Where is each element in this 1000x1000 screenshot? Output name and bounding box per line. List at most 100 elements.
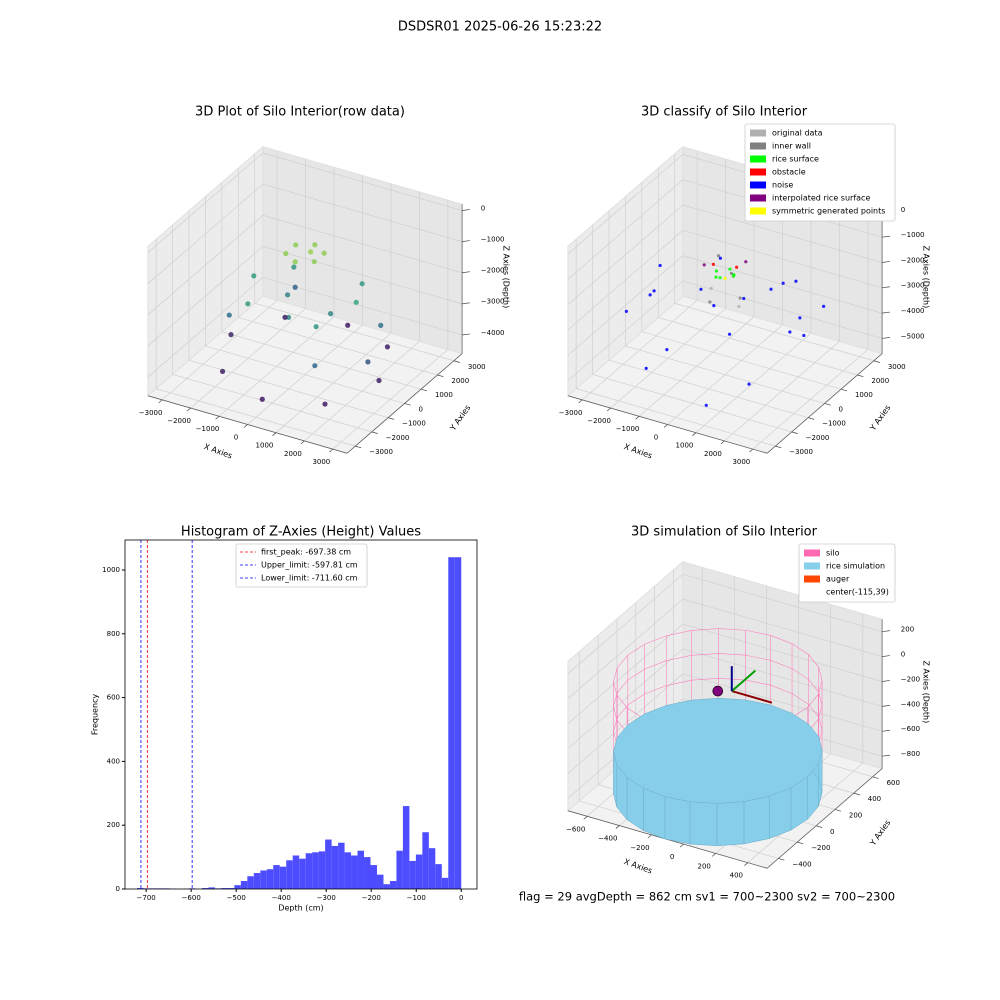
z-tick-label: −5000	[901, 332, 925, 340]
data-point	[702, 263, 706, 267]
data-point	[384, 344, 391, 350]
histogram-bar	[260, 870, 267, 889]
y-tick-label: 400	[868, 795, 881, 803]
histogram-bar	[422, 832, 429, 889]
x-tick-label: −700	[137, 894, 156, 902]
x-tick-label: 200	[698, 862, 711, 870]
x-tick-label: 0	[459, 894, 463, 902]
grid-line	[576, 388, 776, 447]
tick-mark	[371, 431, 378, 434]
grid-line	[682, 598, 883, 657]
x-tick-label: −3000	[559, 409, 583, 417]
z-axis-label: Z Axies (Depth)	[501, 245, 510, 308]
tick-mark	[882, 261, 890, 263]
histogram-bar	[273, 865, 280, 889]
x-tick-label: −300	[317, 894, 336, 902]
grid-line	[262, 183, 463, 242]
grid-line	[567, 623, 684, 724]
tick-mark	[857, 374, 864, 378]
data-point	[712, 304, 716, 308]
y-tick-label: 1000	[102, 566, 120, 574]
grid-line	[567, 230, 684, 331]
data-point	[293, 242, 299, 248]
y-tick-label: 400	[107, 757, 120, 765]
y-tick-label: 1000	[855, 391, 873, 399]
histogram-bar	[409, 860, 416, 889]
data-point	[285, 292, 291, 298]
legend-swatch	[750, 155, 766, 163]
histogram-bar	[292, 855, 300, 889]
x-tick-label: 1000	[256, 442, 274, 450]
tick-mark	[882, 337, 890, 339]
grid-line	[262, 214, 463, 274]
grid-line	[262, 152, 463, 211]
data-point	[322, 401, 328, 407]
legend-swatch	[750, 129, 766, 137]
tick-mark	[749, 448, 754, 453]
legend-swatch	[804, 575, 820, 583]
grid-line	[567, 179, 684, 280]
data-point	[321, 250, 327, 256]
grid-line	[608, 359, 809, 419]
histogram-bar	[253, 873, 261, 889]
data-point	[283, 250, 289, 257]
grid-line	[147, 246, 264, 347]
data-point	[259, 396, 265, 402]
tick-mark	[797, 841, 804, 845]
data-point	[788, 330, 792, 334]
histogram-bar	[305, 853, 313, 889]
x-tick-label: −400	[272, 894, 291, 902]
grid-line	[147, 214, 264, 316]
data-point	[376, 377, 382, 384]
data-point	[345, 322, 351, 328]
grid-line	[682, 280, 883, 339]
z-tick-label: −1000	[481, 236, 505, 244]
data-point	[644, 366, 648, 370]
tick-mark	[712, 853, 716, 857]
tick-mark	[882, 630, 890, 633]
rice-side	[664, 796, 691, 845]
legend-swatch	[750, 181, 766, 189]
grid-line	[567, 598, 684, 699]
data-point	[732, 273, 736, 277]
grid-line	[205, 345, 405, 404]
y-tick-label: 0	[830, 828, 834, 836]
grid-line	[682, 623, 883, 682]
tick-mark	[462, 240, 470, 242]
z-tick-label: −3000	[901, 282, 925, 290]
data-point	[794, 279, 798, 283]
data-point	[781, 281, 785, 285]
x-tick-label: 3000	[732, 458, 750, 466]
grid-line	[254, 302, 454, 362]
histogram-bar	[312, 852, 319, 889]
histogram-bar	[208, 887, 215, 889]
histogram-bar	[441, 877, 449, 889]
tick-mark	[882, 729, 890, 732]
grid-line	[567, 673, 684, 774]
tick-mark	[791, 431, 798, 434]
data-point	[729, 271, 734, 275]
tick-mark	[882, 311, 890, 314]
histogram-bar	[357, 850, 365, 889]
legend-label: interpolated rice surface	[772, 194, 870, 203]
grid-line	[567, 573, 684, 675]
legend-swatch	[750, 207, 766, 215]
data-point	[822, 304, 826, 308]
z-tick-label: 0	[901, 651, 905, 659]
z-tick-label: −4000	[481, 329, 505, 337]
tick-mark	[744, 862, 749, 866]
histogram-bar	[338, 842, 345, 889]
grid-line	[567, 648, 684, 749]
tick-mark	[243, 424, 248, 428]
data-point	[718, 276, 722, 280]
axis-line	[567, 395, 768, 454]
histogram-bar	[389, 881, 397, 889]
histogram-bar	[376, 874, 384, 889]
data-point	[727, 332, 732, 336]
axis-line	[766, 768, 883, 869]
legend-label: silo	[826, 549, 840, 558]
data-point	[714, 269, 719, 273]
tick-mark	[215, 416, 220, 420]
z-tick-label: 0	[901, 206, 905, 214]
